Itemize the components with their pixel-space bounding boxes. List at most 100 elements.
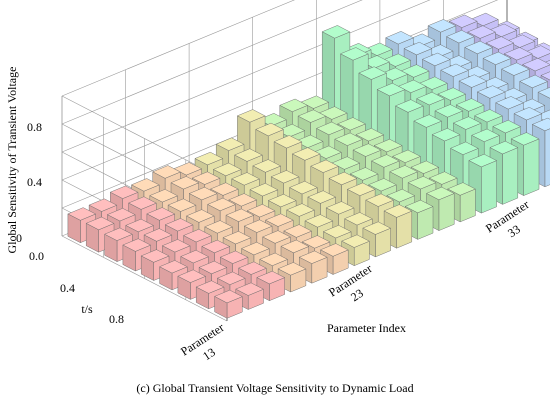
y-tick-2: 0.8 xyxy=(109,312,124,326)
bar-top-face xyxy=(413,114,442,128)
bar-p1-t9 xyxy=(214,289,243,319)
x-tick-1-line2: 23 xyxy=(348,286,366,304)
x-tick-0-line2: 13 xyxy=(200,345,218,363)
bar-top-face xyxy=(237,109,266,123)
bar-top-face xyxy=(215,137,245,151)
bar-top-face xyxy=(389,165,418,179)
bar-top-face xyxy=(320,243,349,257)
bar-top-face xyxy=(258,113,287,127)
bar-top-face xyxy=(347,182,376,196)
x-axis-label: Parameter Index xyxy=(327,321,406,335)
bar-top-face xyxy=(235,282,264,296)
bar-top-face xyxy=(352,143,382,157)
bar-top-face xyxy=(392,149,421,163)
bar-top-face xyxy=(249,183,279,197)
bar-top-face xyxy=(471,128,500,142)
bar-top-face xyxy=(431,128,461,142)
bar-p13-t9 xyxy=(468,153,497,214)
bar-top-face xyxy=(259,252,288,266)
bar-top-face xyxy=(191,171,221,185)
bar-top-face xyxy=(382,53,411,67)
bar-top-face xyxy=(255,122,284,137)
bar-top-face xyxy=(323,225,352,239)
bar-top-face xyxy=(376,82,406,97)
bar-top-face xyxy=(195,280,225,294)
bar-top-face xyxy=(455,98,485,112)
bar-top-face xyxy=(504,47,533,61)
bar-top-face xyxy=(316,121,345,136)
bar-top-face xyxy=(437,87,466,101)
bar-top-face xyxy=(355,128,384,142)
bar-top-face xyxy=(222,231,252,245)
bar-top-face xyxy=(405,199,434,214)
bar-top-face xyxy=(125,218,154,233)
bar-top-face xyxy=(398,79,427,93)
bar-top-face xyxy=(67,207,96,221)
bar-top-face xyxy=(400,64,430,78)
bar-top-face xyxy=(410,160,439,174)
bar-top-face xyxy=(265,213,294,227)
bar-top-face xyxy=(300,95,329,109)
bar-front-face xyxy=(523,138,540,196)
bar-top-face xyxy=(344,212,373,226)
bar-top-face xyxy=(446,30,475,44)
bar-top-face xyxy=(295,134,324,148)
bar-top-face xyxy=(198,260,228,275)
z-tick-1: 0.4 xyxy=(27,175,42,189)
bar-top-face xyxy=(416,91,445,106)
bar-top-face xyxy=(286,203,315,217)
bar-top-face xyxy=(513,107,543,121)
bar-top-face xyxy=(532,117,550,132)
bar-top-face xyxy=(201,239,230,254)
bar-top-face xyxy=(477,85,506,99)
bar-top-face xyxy=(289,180,318,195)
bar-top-face xyxy=(450,141,479,155)
bar-top-face xyxy=(238,261,267,275)
bar-top-face xyxy=(334,132,363,146)
z-tick-0: 0 xyxy=(16,231,22,245)
bar-top-face xyxy=(280,239,309,254)
bar-top-face xyxy=(447,182,476,196)
bar-top-face xyxy=(395,99,424,113)
bar-top-face xyxy=(292,147,321,161)
bar-top-face xyxy=(319,106,348,120)
bar-top-face xyxy=(85,216,115,231)
back-wall-gridline xyxy=(61,0,363,125)
bar-top-face xyxy=(485,36,514,50)
bar-top-face xyxy=(279,98,308,112)
bar-top-face xyxy=(474,109,503,123)
bar-top-face xyxy=(419,76,448,90)
bar-top-face xyxy=(358,66,387,80)
back-wall-gridline xyxy=(61,0,431,153)
bar-top-face xyxy=(165,218,194,232)
bar-top-face xyxy=(510,132,540,146)
bar-p12-t9 xyxy=(447,182,476,223)
bar-top-face xyxy=(422,52,451,67)
bar-top-face xyxy=(331,156,360,170)
bar-top-face xyxy=(427,19,457,33)
bar-top-face xyxy=(488,23,517,37)
bar-top-face xyxy=(386,188,415,203)
bar-top-face xyxy=(434,104,464,118)
bar-top-face xyxy=(540,71,550,81)
bar-top-face xyxy=(506,34,536,48)
bar-top-face xyxy=(244,219,273,233)
bar-top-face xyxy=(307,190,336,204)
bar-top-face xyxy=(321,25,351,39)
bar-top-face xyxy=(525,45,550,59)
bar-top-face xyxy=(301,235,331,249)
y-tick-1: 0.4 xyxy=(60,281,75,295)
bar-top-face xyxy=(189,186,218,201)
bar-top-face xyxy=(217,271,246,285)
bar-top-face xyxy=(159,260,188,274)
bar-top-face xyxy=(341,234,370,248)
bar-top-face xyxy=(177,269,206,283)
bar-top-face xyxy=(383,204,413,218)
bar-top-face xyxy=(453,116,482,130)
bar-top-face xyxy=(213,162,242,177)
bar-top-face xyxy=(350,167,379,181)
back-wall-gridline xyxy=(61,0,295,97)
y-axis-label: t/s xyxy=(81,302,93,316)
bar-top-face xyxy=(270,170,300,184)
